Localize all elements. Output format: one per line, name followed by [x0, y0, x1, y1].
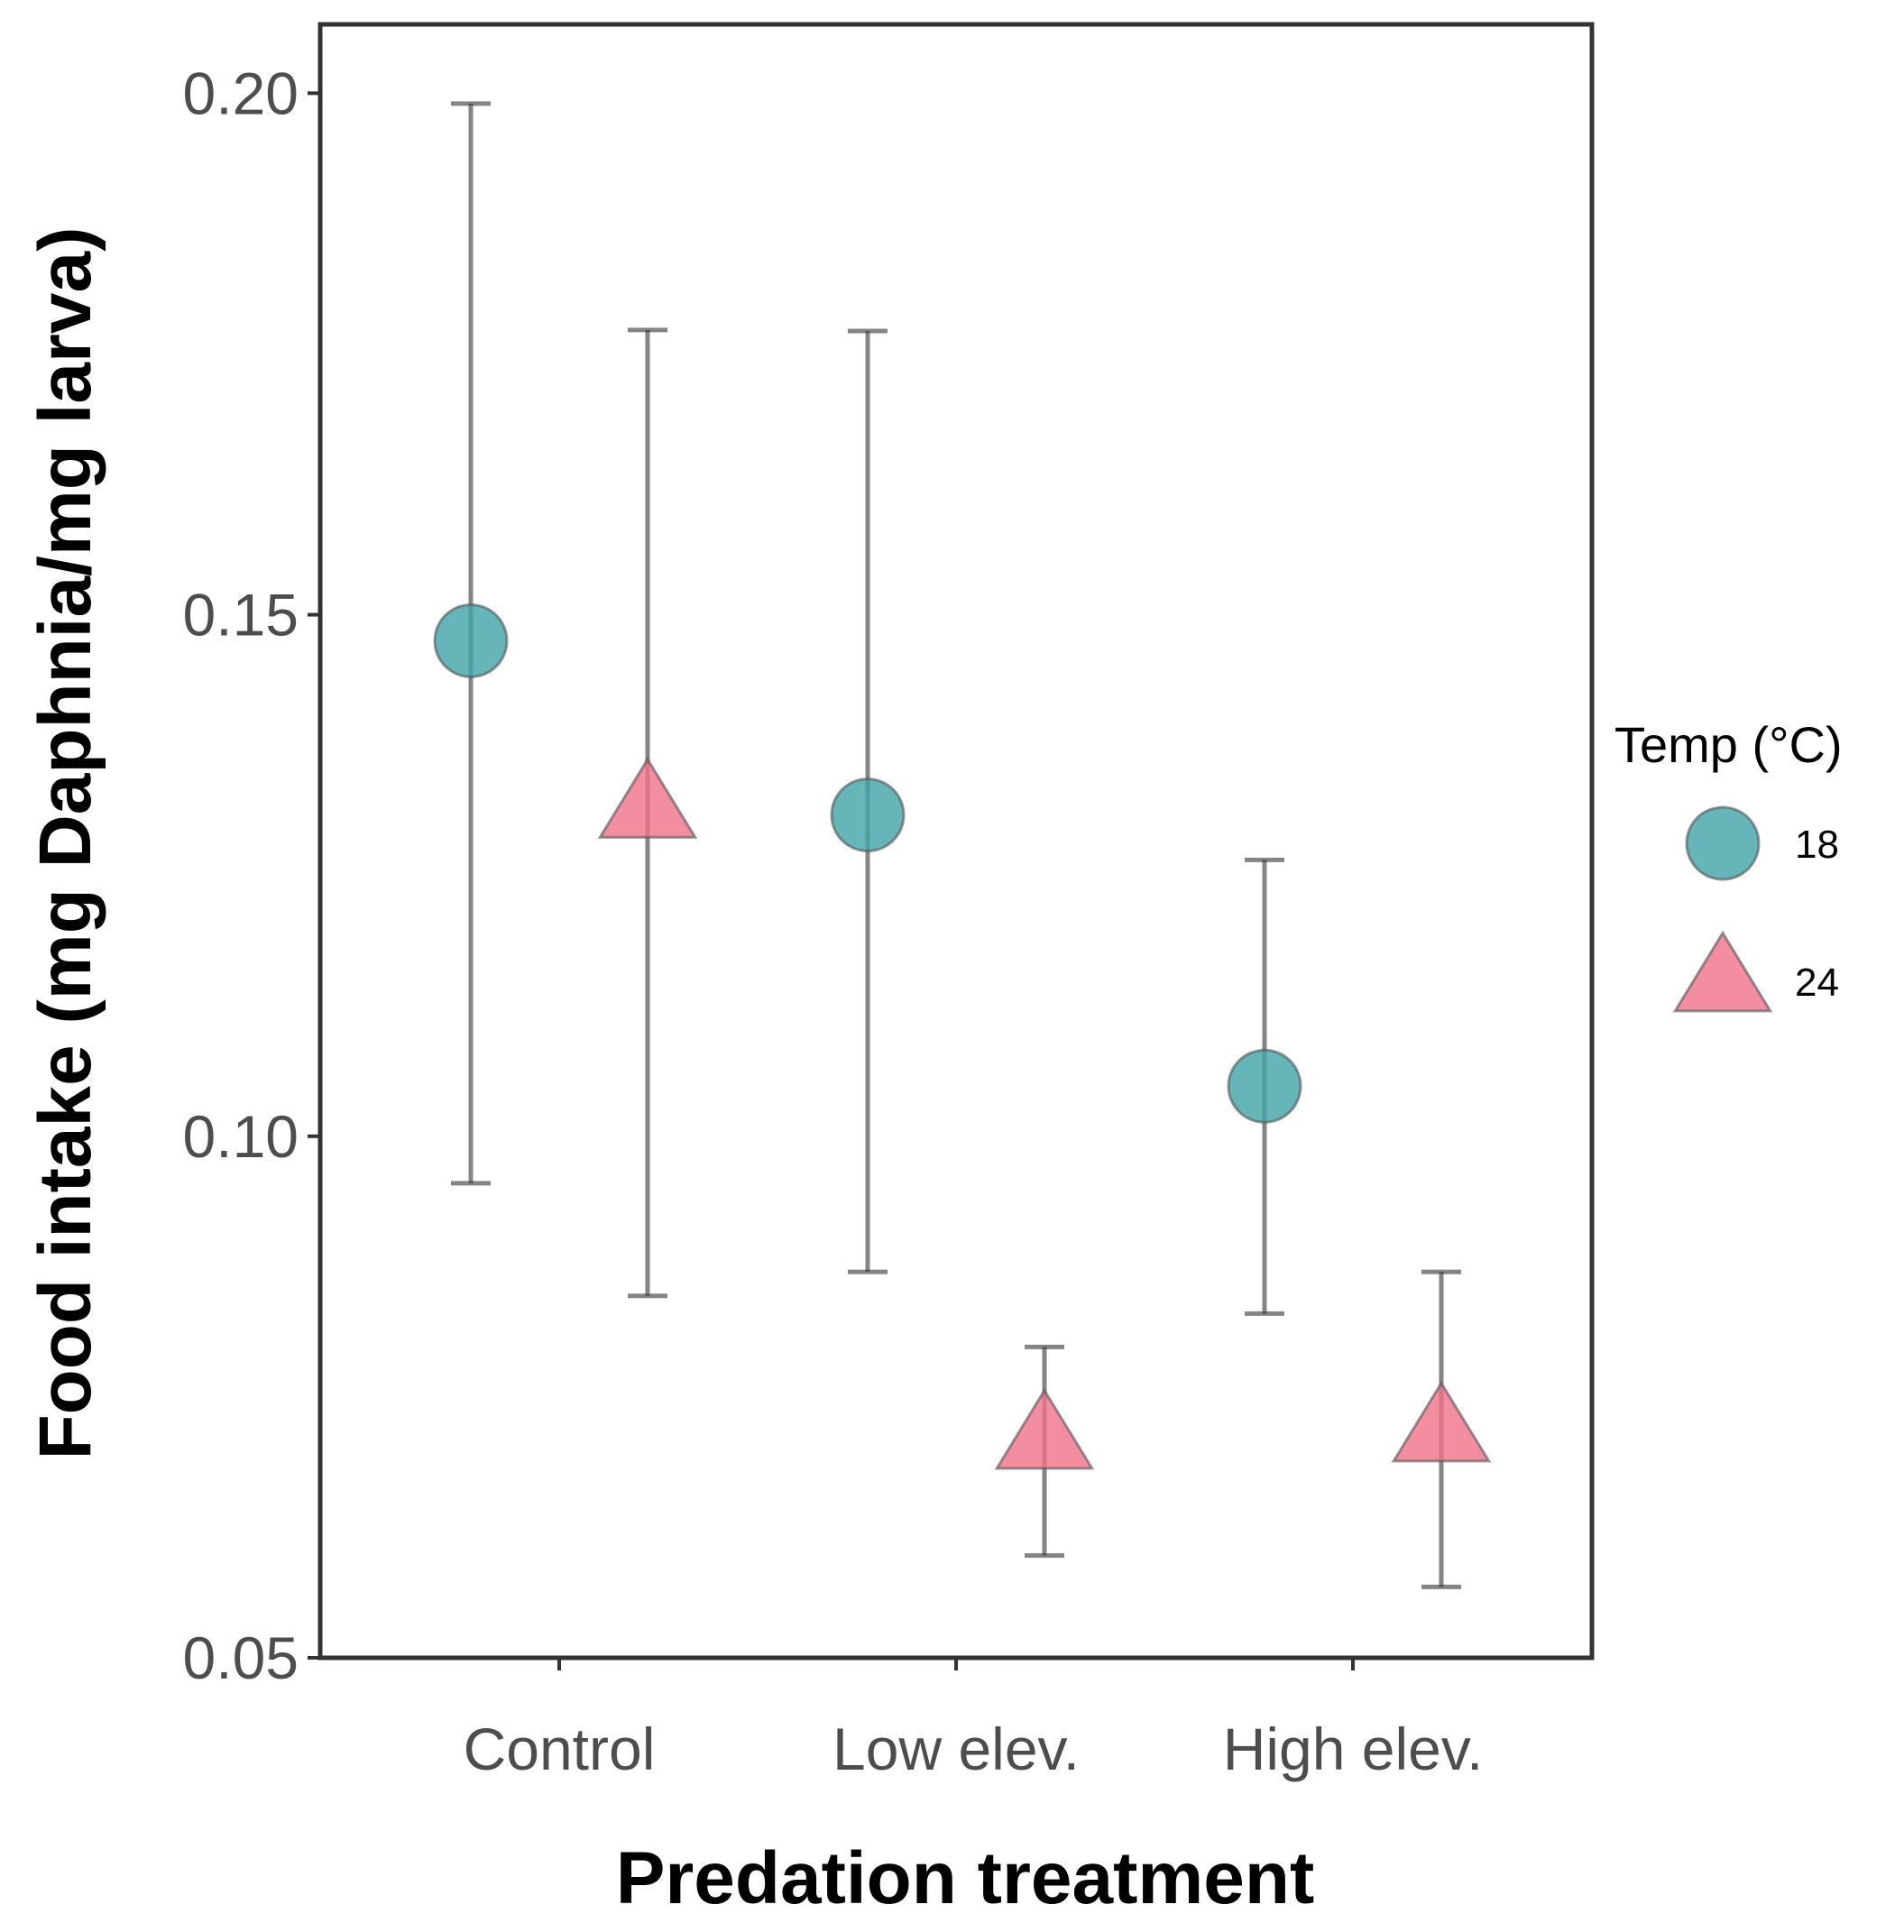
y-axis: 0.05 0.10 0.15 0.20 [183, 60, 320, 1691]
legend: Temp (°C) 18 24 [1614, 716, 1843, 1013]
x-tick-label-2: High elev. [1223, 1716, 1484, 1782]
point-18-2 [1227, 1048, 1302, 1124]
x-axis-title: Predation treatment [616, 1837, 1315, 1919]
y-tick-label-2: 0.15 [183, 582, 299, 649]
legend-key-18 [1685, 805, 1761, 881]
y-tick-label-1: 0.10 [183, 1103, 299, 1170]
y-axis-title: Food intake (mg Daphnia/mg larva) [24, 227, 106, 1460]
plot-panel [317, 22, 1595, 1661]
point-24-2 [1391, 1380, 1492, 1463]
y-tick-label-0: 0.05 [183, 1624, 299, 1691]
legend-label-24: 24 [1795, 961, 1839, 1005]
legend-key-24 [1672, 930, 1773, 1013]
x-tick-label-1: Low elev. [832, 1716, 1080, 1782]
point-18-0 [433, 603, 509, 678]
point-24-1 [994, 1387, 1095, 1470]
x-tick-label-0: Control [464, 1716, 656, 1782]
y-tick-label-3: 0.20 [183, 60, 299, 126]
legend-title: Temp (°C) [1614, 716, 1843, 773]
legend-label-18: 18 [1795, 823, 1839, 867]
plot-area [317, 22, 1595, 1661]
x-axis: Control Low elev. High elev. [464, 1658, 1484, 1782]
point-24-0 [597, 757, 698, 839]
point-18-1 [830, 777, 906, 853]
data-points [433, 603, 1492, 1470]
